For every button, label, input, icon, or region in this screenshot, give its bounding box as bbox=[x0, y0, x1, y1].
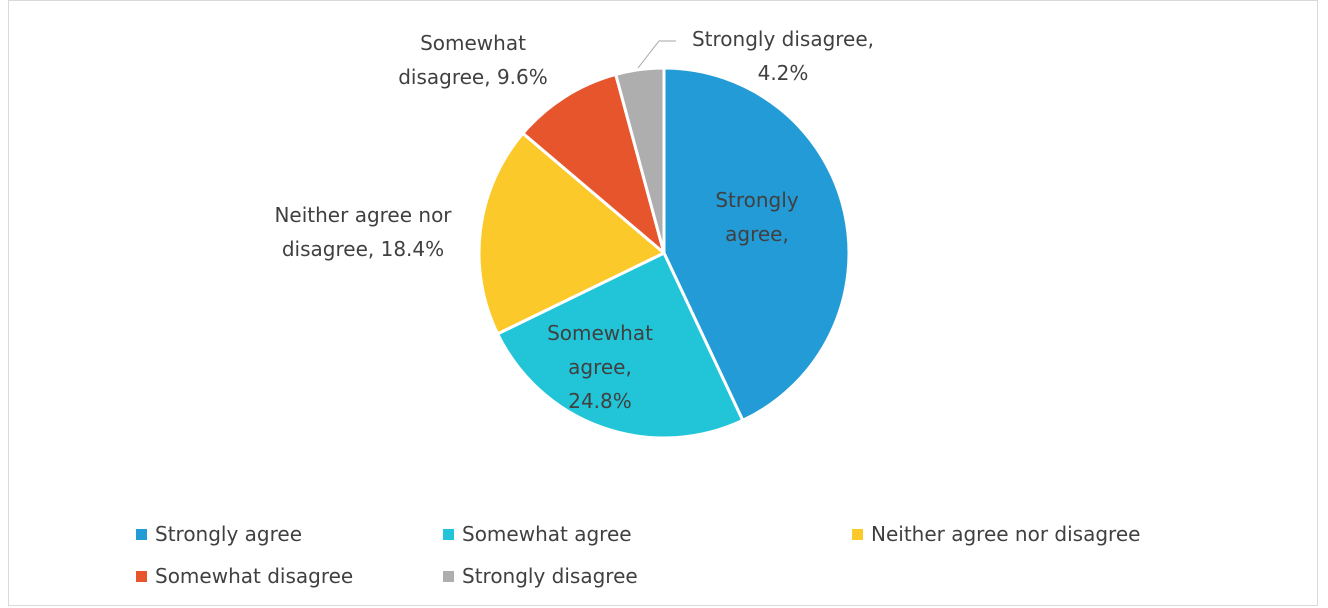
data-label-somewhat-agree: Somewhat agree, 24.8% bbox=[547, 321, 653, 413]
legend-swatch bbox=[443, 570, 454, 582]
legend-item-somewhat-agree: Somewhat agree bbox=[443, 522, 632, 546]
legend-row-2: Somewhat disagree Strongly disagree bbox=[136, 564, 1286, 606]
leader-line bbox=[637, 40, 676, 69]
pie-slice-strongly-disagree bbox=[614, 66, 666, 255]
pie-slice-somewhat-disagree bbox=[521, 72, 666, 255]
legend-item-strongly-disagree: Strongly disagree bbox=[443, 564, 638, 588]
legend-swatch bbox=[852, 528, 863, 540]
data-label-strongly-agree: Strongly agree, bbox=[715, 188, 798, 246]
legend-label: Somewhat disagree bbox=[155, 564, 354, 588]
legend-label: Strongly disagree bbox=[462, 564, 638, 588]
pie-slice-somewhat-agree bbox=[496, 251, 745, 440]
legend-label: Strongly agree bbox=[155, 522, 303, 546]
chart-legend: Strongly agree Somewhat agree Neither ag… bbox=[136, 522, 1286, 606]
legend-swatch bbox=[136, 528, 147, 540]
legend-label: Neither agree nor disagree bbox=[871, 522, 1141, 546]
legend-item-somewhat-disagree: Somewhat disagree bbox=[136, 564, 353, 588]
legend-item-strongly-agree: Strongly agree bbox=[136, 522, 302, 546]
data-label-strongly-disagree: Strongly disagree, 4.2% bbox=[692, 27, 874, 85]
pie-slice-strongly-agree bbox=[662, 66, 851, 422]
data-label-neither-agree-nor-disagree: Neither agree nor disagree, 18.4% bbox=[274, 203, 452, 261]
data-label-somewhat-disagree: Somewhat disagree, 9.6% bbox=[398, 31, 548, 89]
legend-swatch bbox=[136, 570, 147, 582]
pie-slice-neither-agree-nor-disagree bbox=[477, 131, 666, 336]
legend-row-1: Strongly agree Somewhat agree Neither ag… bbox=[136, 522, 1286, 564]
legend-label: Somewhat agree bbox=[462, 522, 632, 546]
legend-swatch bbox=[443, 528, 454, 540]
legend-item-neither: Neither agree nor disagree bbox=[852, 522, 1140, 546]
